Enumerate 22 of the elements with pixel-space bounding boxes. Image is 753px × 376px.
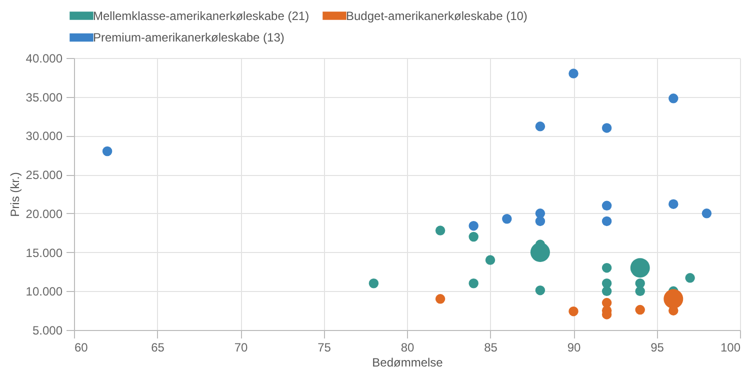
x-tick-label: 100 bbox=[720, 340, 741, 354]
x-tick-label: 80 bbox=[400, 340, 414, 354]
legend-label: Premium-amerikanerkøleskabe (13) bbox=[93, 30, 284, 44]
x-tick-label: 95 bbox=[650, 340, 664, 354]
x-tick-label: 75 bbox=[318, 340, 332, 354]
legend-label: Mellemklasse-amerikanerkøleskabe (21) bbox=[93, 8, 310, 23]
x-tick-label: 85 bbox=[484, 340, 498, 354]
y-axis-title: Pris (kr.) bbox=[8, 172, 22, 217]
y-tick-label: 15.000 bbox=[26, 246, 63, 260]
y-tick-label: 40.000 bbox=[26, 52, 63, 66]
y-tick-label: 25.000 bbox=[26, 168, 63, 182]
y-tick-label: 20.000 bbox=[26, 206, 63, 221]
x-axis-title: Bedømmelse bbox=[372, 356, 444, 370]
x-tick-label: 60 bbox=[74, 340, 88, 354]
legend-label: Budget-amerikanerkøleskabe (10) bbox=[346, 8, 528, 23]
x-tick-label: 70 bbox=[234, 340, 248, 354]
y-tick-label: 10.000 bbox=[26, 284, 63, 299]
y-tick-label: 30.000 bbox=[26, 129, 63, 144]
y-tick-label: 35.000 bbox=[26, 90, 63, 104]
y-tick-label: 5.000 bbox=[32, 324, 63, 338]
x-tick-label: 90 bbox=[567, 340, 581, 354]
x-tick-label: 65 bbox=[151, 340, 165, 354]
